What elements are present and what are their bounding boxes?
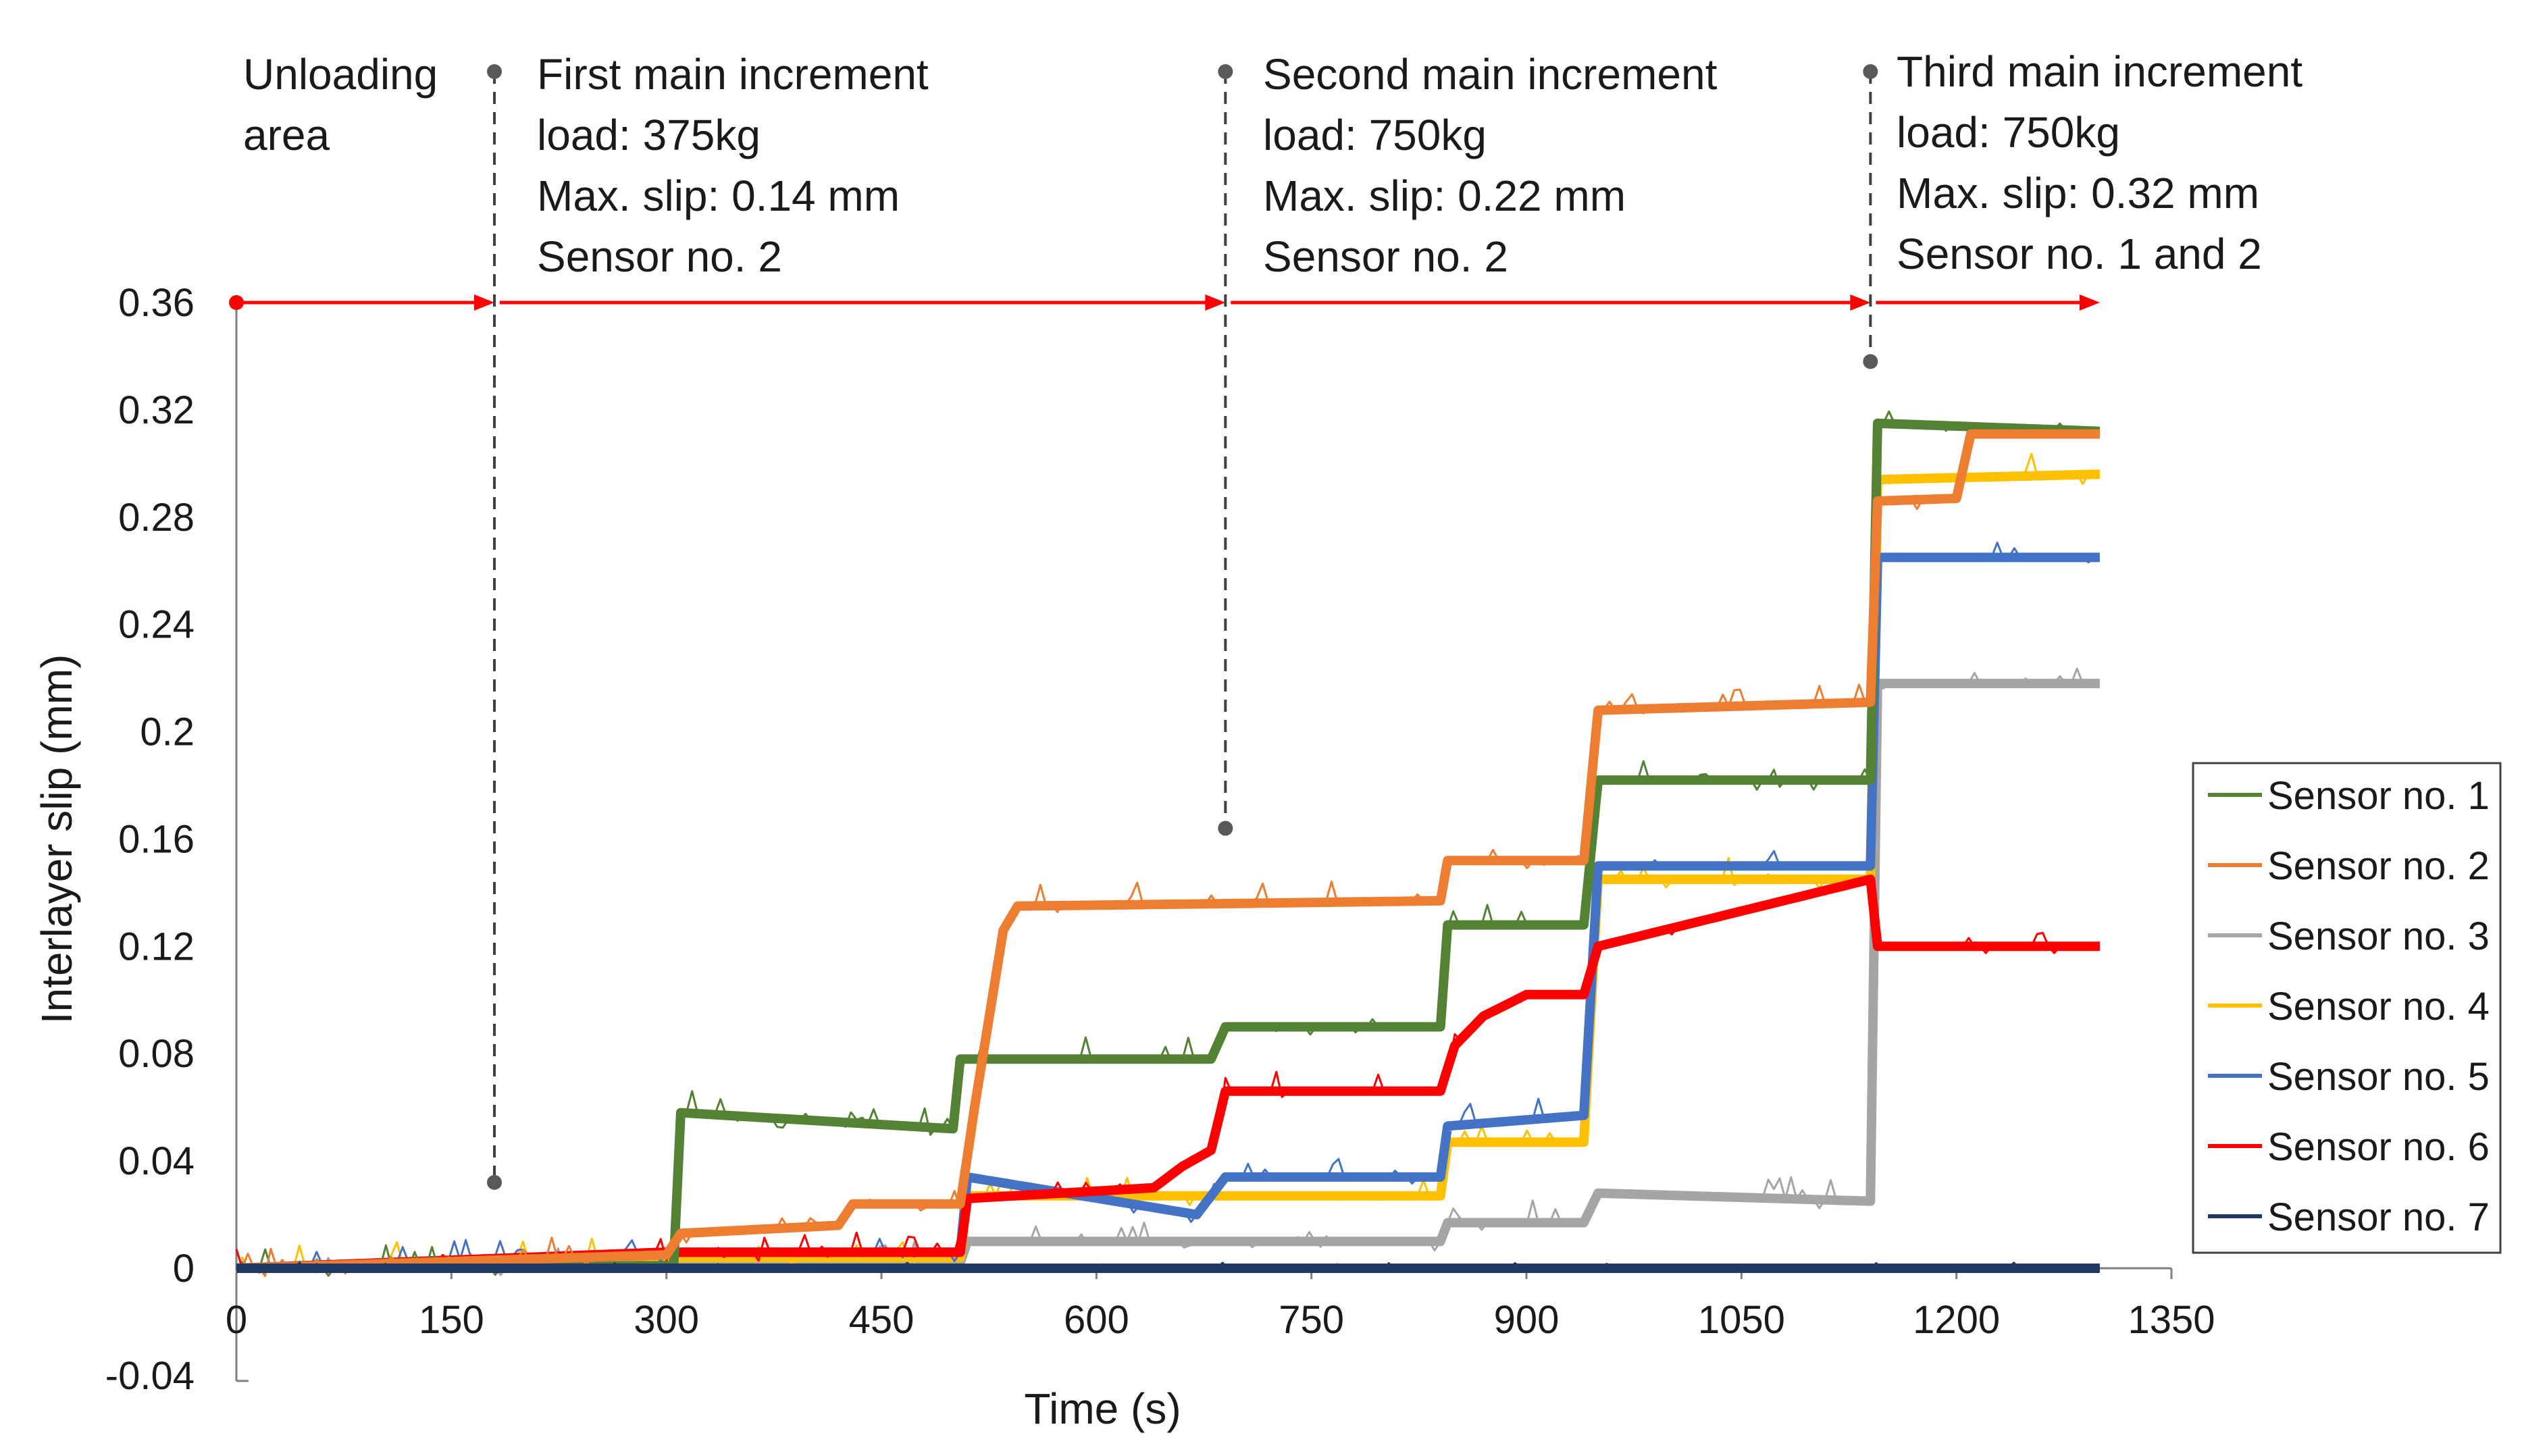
legend-label-7: Sensor no. 7 (2267, 1195, 2490, 1239)
y-axis-title: Interlayer slip (mm) (32, 654, 81, 1024)
legend-label-1: Sensor no. 1 (2267, 774, 2490, 818)
x-tick-label: 900 (1494, 1298, 1560, 1342)
y-tick-label: 0.2 (140, 710, 195, 754)
y-tick-label: 0.04 (118, 1139, 195, 1183)
y-tick-label: 0.24 (118, 603, 195, 647)
annotation-first-increment-line: Max. slip: 0.14 mm (537, 172, 900, 220)
increment-arrows (229, 294, 2100, 311)
marker-bottom-dot-2 (1218, 821, 1233, 836)
annotation-first-increment-line: Sensor no. 2 (537, 232, 782, 281)
y-tick-label: 0.28 (118, 496, 195, 540)
annotations: Unloading area First main increment load: 3… (243, 47, 2302, 1190)
annotation-third-increment-line: Third main increment (1897, 47, 2302, 96)
series-2-band (236, 429, 2100, 1273)
x-tick-label: 150 (419, 1298, 484, 1342)
x-tick-label: 1350 (2128, 1298, 2215, 1342)
legend: Sensor no. 1 Sensor no. 2 Sensor no. 3 Sens… (2192, 762, 2502, 1254)
y-tick-label: 0.36 (118, 281, 195, 325)
legend-label-2: Sensor no. 2 (2267, 844, 2490, 888)
series-7-line (236, 1262, 2100, 1272)
marker-top-dot-3 (1863, 64, 1878, 79)
x-axis-title: Time (s) (1024, 1384, 1181, 1433)
annotation-third-increment-line: Sensor no. 1 and 2 (1897, 230, 2262, 278)
y-tick-label: 0.32 (118, 388, 195, 432)
annotation-unloading-line: Unloading (243, 50, 438, 99)
x-tick-label: 750 (1279, 1298, 1344, 1342)
x-tick-label: 1200 (1913, 1298, 2000, 1342)
marker-bottom-dot-3 (1863, 354, 1878, 369)
annotation-second-increment-line: Second main increment (1263, 50, 1718, 99)
annotation-second-increment-line: load: 750kg (1263, 111, 1487, 159)
x-tick-label: 0 (226, 1298, 247, 1342)
series-5-band (236, 552, 2100, 1273)
marker-top-dot-1 (487, 64, 502, 79)
annotation-third-increment-line: Max. slip: 0.32 mm (1897, 169, 2259, 217)
annotation-unloading-line: area (243, 111, 330, 159)
annotation-first-increment-line: load: 375kg (537, 111, 761, 159)
y-tick-label: 0.12 (118, 925, 195, 968)
series-lines (235, 410, 2101, 1277)
timeline-arrowhead-3 (1850, 294, 1871, 311)
x-tick-label: 300 (634, 1298, 699, 1342)
annotation-first-increment-line: First main increment (537, 50, 929, 99)
timeline-arrowhead-1 (474, 294, 494, 311)
series-3-line (236, 667, 2100, 1276)
legend-label-5: Sensor no. 5 (2267, 1055, 2490, 1099)
series-1-line (236, 410, 2100, 1277)
x-tick-label: 1050 (1698, 1298, 1785, 1342)
marker-top-dot-2 (1218, 64, 1233, 79)
timeline-start-dot (229, 295, 244, 310)
annotation-second-increment-line: Max. slip: 0.22 mm (1263, 172, 1626, 220)
y-tick-label: 0.16 (118, 817, 195, 861)
x-tick-label: 450 (849, 1298, 915, 1342)
timeline-arrowhead-4 (2079, 294, 2100, 311)
timeline-arrowhead-2 (1205, 294, 1226, 311)
series-1-band (236, 418, 2101, 1273)
series-4-band (236, 469, 2101, 1273)
y-tick-label: 0.08 (118, 1032, 195, 1076)
legend-box (2192, 762, 2502, 1254)
legend-label-6: Sensor no. 6 (2267, 1125, 2490, 1169)
marker-bottom-dot-1 (487, 1174, 502, 1190)
axis-labels: Time (s) Interlayer slip (mm) (32, 654, 1181, 1433)
x-tick-label: 600 (1064, 1298, 1129, 1342)
axes: 0 150 300 450 600 750 900 1050 1200 1350 -0.04 0 0.0… (105, 281, 2215, 1398)
series-2-line (236, 433, 2100, 1277)
legend-label-4: Sensor no. 4 (2267, 985, 2490, 1029)
legend-label-3: Sensor no. 3 (2267, 914, 2490, 958)
y-tick-label: 0 (173, 1247, 195, 1291)
y-tick-label: -0.04 (105, 1354, 195, 1398)
annotation-third-increment-line: load: 750kg (1897, 108, 2120, 157)
annotation-second-increment-line: Sensor no. 2 (1263, 232, 1508, 281)
